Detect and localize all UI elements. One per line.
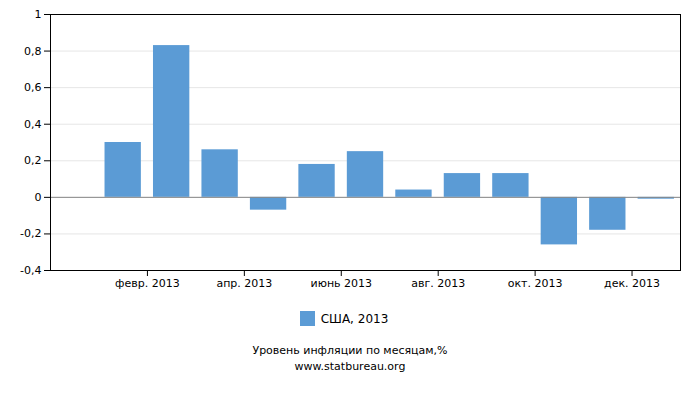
html-text:Уровень инфляции по месяцам,%: Уровень инфляции по месяцам,%: [252, 344, 448, 357]
svg-text:0,6: 0,6: [24, 81, 42, 94]
svg-text:апр. 2013: апр. 2013: [216, 277, 272, 290]
svg-text:0: 0: [35, 191, 42, 204]
svg-text:февр. 2013: февр. 2013: [115, 277, 180, 290]
svg-text:авг. 2013: авг. 2013: [411, 277, 465, 290]
svg-text:-0,4: -0,4: [20, 264, 41, 277]
svg-text:0,2: 0,2: [24, 154, 42, 167]
svg-text:1: 1: [35, 8, 42, 21]
html-text:США, 2013: США, 2013: [320, 311, 389, 326]
svg-text:июнь 2013: июнь 2013: [310, 277, 372, 290]
svg-text:0,4: 0,4: [24, 118, 42, 131]
svg-text:дек. 2013: дек. 2013: [604, 277, 660, 290]
svg-text:-0,2: -0,2: [20, 227, 41, 240]
svg-text:0,8: 0,8: [24, 45, 42, 58]
svg-text:окт. 2013: окт. 2013: [508, 277, 563, 290]
html-text:www.statbureau.org: www.statbureau.org: [294, 360, 406, 373]
